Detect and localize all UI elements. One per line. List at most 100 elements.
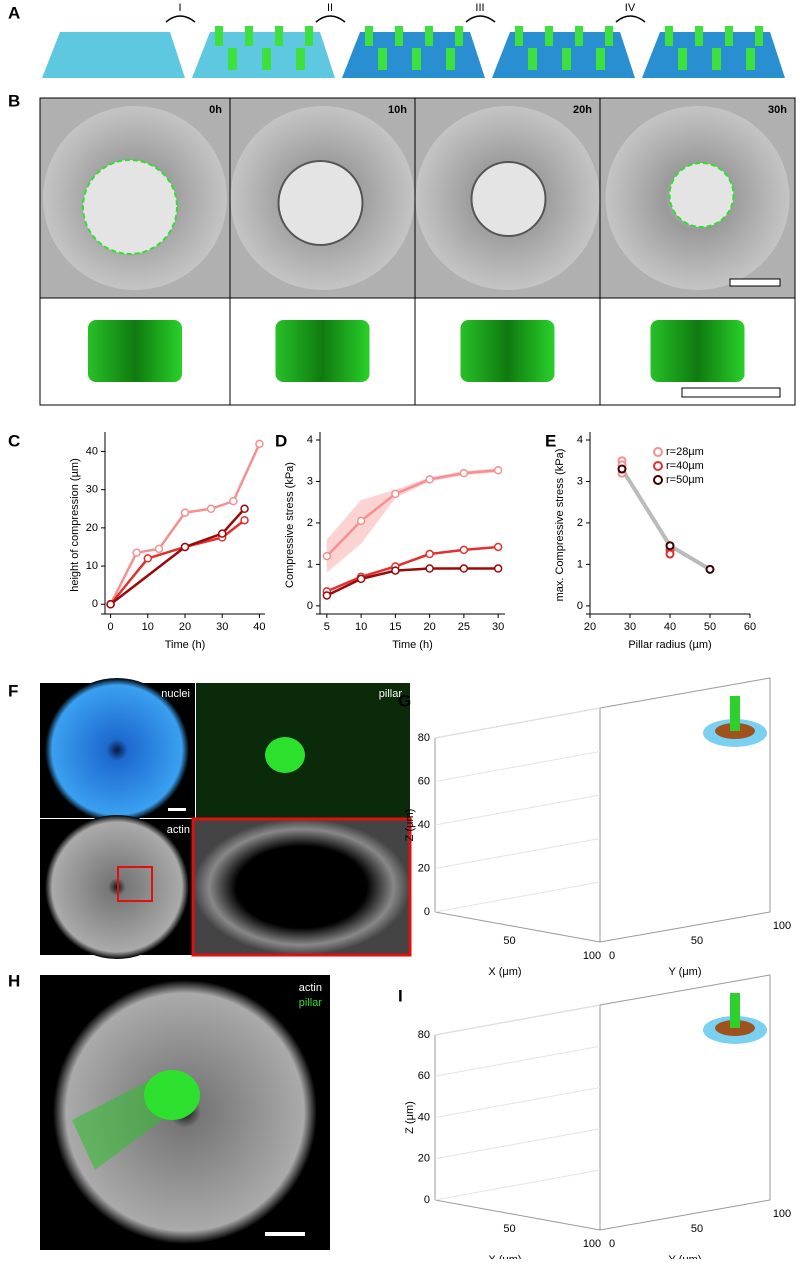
point [665,549,675,559]
band [326,468,499,573]
cylinder [88,320,182,382]
z-tick-label: 80 [418,732,430,744]
y-tick-label: 4 [307,434,313,446]
caption: nuclei [161,688,190,700]
icon [730,993,740,1028]
x-tick-label: 100 [583,1238,601,1250]
panel-label: H [8,971,20,990]
y-tick-label: 50 [691,935,703,947]
panel-label: C [8,431,20,450]
y-tick-label: 3 [577,475,583,487]
point [391,489,400,499]
panel-h: H actin pillar [8,971,330,1250]
y-tick-label: 0 [609,950,615,962]
panel-a: A I II III IV [8,2,785,78]
point [206,504,216,514]
grid-line [434,707,601,739]
z-tick-label: 0 [424,1194,430,1206]
point [356,574,366,584]
arrows [165,15,646,23]
legend-label: r=28µm [666,446,704,458]
cylinder [275,320,370,382]
panel-label: B [8,91,20,110]
x-tick-label: 20 [584,621,596,633]
point [143,554,153,563]
z-tick-label: 0 [424,906,430,918]
panel-label: F [8,681,18,700]
point [132,548,141,557]
x-tick-label: 60 [744,621,756,633]
y-axis-label: height of compression (µm) [69,458,81,592]
point [356,516,366,526]
legend-marker [653,475,663,485]
y-tick-label: 30 [86,484,98,496]
x-tick-label: 10 [355,621,367,633]
z-tick-label: 20 [418,1153,430,1165]
legend-marker [653,447,663,457]
step-label: III [475,2,484,14]
point [705,564,715,574]
time-label: 0h [209,104,222,116]
y-tick-label: 10 [86,560,98,572]
y-tick-label: 3 [307,475,313,487]
step-label: II [327,2,333,14]
z-tick-label: 40 [418,819,430,831]
axis-frame [434,738,771,943]
image [82,159,178,255]
line [109,443,261,605]
z-tick-label: 80 [418,1029,430,1041]
x-tick-label: 20 [179,621,191,633]
y-tick-label: 0 [307,600,313,612]
x-tick-label: 15 [389,621,401,633]
time-label: 30h [768,104,787,116]
y-tick-label: 100 [773,920,791,932]
pillar-image [144,1070,200,1120]
x-tick-label: 40 [253,621,265,633]
y-axis-label: Compressive stress (kPa) [284,462,296,588]
image [470,161,547,237]
line [109,507,246,606]
y-tick-label: 100 [773,1208,791,1220]
z-tick-label: 40 [418,1111,430,1123]
grid-line [434,881,601,913]
y-axis-label: Y (μm) [668,1254,701,1259]
y-axis-label: max. Compressive stress (kPa) [554,449,566,602]
x-axis-label: Time (h) [165,639,206,651]
panel-label: E [545,431,556,450]
y-tick-label: 50 [691,1223,703,1235]
point [322,591,332,600]
time-label: 10h [388,104,407,116]
panel-label: D [275,431,287,450]
grid-line [434,1004,601,1036]
axis-frame [434,677,771,912]
caption: actin [299,982,322,994]
x-tick-label: 5 [324,621,330,633]
panel-label: A [8,3,20,22]
time-label: 20h [573,104,592,116]
point [493,466,503,475]
legend-label: r=40µm [666,460,704,472]
grid-line [434,1045,601,1077]
x-tick-label: 10 [142,621,154,633]
grid-line [434,794,601,826]
grid-line [434,1128,601,1160]
y-tick-label: 0 [577,600,583,612]
x-tick-label: 40 [664,621,676,633]
point [217,529,227,538]
point [493,564,503,573]
step-label: IV [625,2,636,14]
icon [730,696,740,731]
y-tick-label: 20 [86,522,98,534]
x-axis-label: X (μm) [488,966,521,978]
grid-line [434,751,601,782]
slab [42,32,185,78]
point [617,464,627,474]
z-axis-label: Z (μm) [404,809,416,842]
step-label: I [178,2,181,14]
x-tick-label: 30 [624,621,636,633]
y-tick-label: 2 [307,517,313,529]
point [493,542,503,552]
point [459,564,469,573]
x-tick-label: 30 [216,621,228,633]
